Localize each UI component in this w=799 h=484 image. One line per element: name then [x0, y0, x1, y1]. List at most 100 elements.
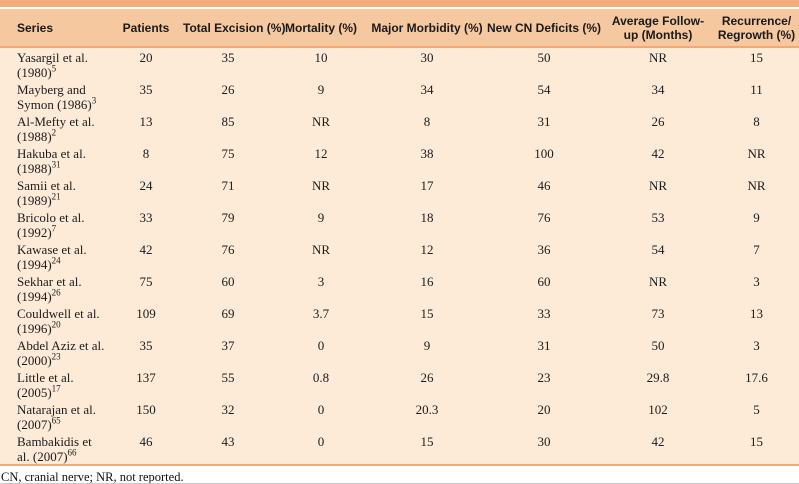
reference-superscript: 7 [51, 223, 57, 234]
cell-avg-followup: 29.8 [602, 368, 714, 400]
cell-total-excision: 69 [182, 304, 274, 336]
cell-recurrence-regrowth: NR [714, 176, 799, 208]
cell-new-cn-deficits: 100 [486, 144, 602, 176]
table-row: Kawase et al. (1994)24 42 76 NR 12 36 54 7 [0, 240, 799, 272]
reference-superscript: 66 [67, 447, 77, 458]
cell-patients: 35 [110, 80, 182, 112]
table-footnote: CN, cranial nerve; NR, not reported. [1, 470, 184, 484]
cell-major-morbidity: 15 [368, 304, 486, 336]
cell-recurrence-regrowth: 17.6 [714, 368, 799, 400]
cell-new-cn-deficits: 36 [486, 240, 602, 272]
column-header-mortality: Mortality (%) [274, 9, 368, 48]
column-header-total-excision: Total Excision (%) [182, 9, 285, 48]
cell-major-morbidity: 12 [368, 240, 486, 272]
column-header-avg-followup: Average Follow-up (Months) [602, 9, 714, 48]
cell-patients: 42 [110, 240, 182, 272]
cell-new-cn-deficits: 33 [486, 304, 602, 336]
reference-superscript: 3 [91, 95, 97, 106]
cell-recurrence-regrowth: 9 [714, 208, 799, 240]
cell-mortality: 3 [274, 272, 368, 304]
cell-recurrence-regrowth: 3 [714, 272, 799, 304]
cell-major-morbidity: 26 [368, 368, 486, 400]
cell-major-morbidity: 17 [368, 176, 486, 208]
cell-series: Hakuba et al. (1988)31 [0, 144, 110, 176]
cell-patients: 109 [110, 304, 182, 336]
table-row: Little et al. (2005)17 137 55 0.8 26 23 29.8 17… [0, 368, 799, 400]
cell-new-cn-deficits: 76 [486, 208, 602, 240]
cell-total-excision: 55 [182, 368, 274, 400]
table-row: Mayberg and Symon (1986)3 35 26 9 34 54 34 11 [0, 80, 799, 112]
cell-avg-followup: 54 [602, 240, 714, 272]
cell-avg-followup: 42 [602, 432, 714, 466]
cell-patients: 35 [110, 336, 182, 368]
column-header-patients: Patients [110, 9, 182, 48]
cell-series: Bricolo et al. (1992)7 [0, 208, 110, 240]
cell-patients: 13 [110, 112, 182, 144]
series-outcomes-table: Series Patients Total Excision (%) Mortalit… [0, 9, 799, 466]
cell-patients: 46 [110, 432, 182, 466]
cell-total-excision: 85 [182, 112, 274, 144]
cell-avg-followup: 26 [602, 112, 714, 144]
cell-avg-followup: 53 [602, 208, 714, 240]
table-row: Abdel Aziz et al. (2000)23 35 37 0 9 31 50 3 [0, 336, 799, 368]
column-header-series: Series [0, 9, 110, 48]
cell-mortality: NR [274, 176, 368, 208]
table-row: Yasargil et al. (1980)5 20 35 10 30 50 NR 15 [0, 47, 799, 80]
cell-total-excision: 79 [182, 208, 274, 240]
cell-new-cn-deficits: 31 [486, 336, 602, 368]
reference-superscript: 31 [51, 159, 61, 170]
cell-new-cn-deficits: 31 [486, 112, 602, 144]
cell-recurrence-regrowth: 15 [714, 47, 799, 80]
cell-major-morbidity: 30 [368, 47, 486, 80]
table-row: Sekhar et al. (1994)26 75 60 3 16 60 NR 3 [0, 272, 799, 304]
cell-total-excision: 32 [182, 400, 274, 432]
cell-recurrence-regrowth: NR [714, 144, 799, 176]
cell-total-excision: 71 [182, 176, 274, 208]
table-row: Bambakidis et al. (2007)66 46 43 0 15 30 42 15 [0, 432, 799, 466]
reference-superscript: 20 [51, 319, 61, 330]
cell-total-excision: 43 [182, 432, 274, 466]
cell-new-cn-deficits: 60 [486, 272, 602, 304]
cell-recurrence-regrowth: 8 [714, 112, 799, 144]
cell-major-morbidity: 38 [368, 144, 486, 176]
cell-mortality: 0 [274, 432, 368, 466]
cell-patients: 150 [110, 400, 182, 432]
reference-superscript: 26 [51, 287, 61, 298]
cell-mortality: 0 [274, 336, 368, 368]
column-header-new-cn-deficits: New CN Deficits (%) [486, 9, 602, 48]
cell-mortality: 10 [274, 47, 368, 80]
reference-superscript: 17 [51, 383, 61, 394]
cell-patients: 20 [110, 47, 182, 80]
cell-series: Al-Mefty et al. (1988)2 [0, 112, 110, 144]
cell-mortality: NR [274, 112, 368, 144]
header-row: Series Patients Total Excision (%) Mortalit… [0, 9, 799, 48]
cell-major-morbidity: 8 [368, 112, 486, 144]
table-row: Hakuba et al. (1988)31 8 75 12 38 100 42 NR [0, 144, 799, 176]
reference-superscript: 2 [51, 127, 57, 138]
table-body: Yasargil et al. (1980)5 20 35 10 30 50 NR 15 May… [0, 47, 799, 466]
cell-patients: 33 [110, 208, 182, 240]
reference-superscript: 23 [51, 351, 61, 362]
cell-major-morbidity: 18 [368, 208, 486, 240]
cell-series: Mayberg and Symon (1986)3 [0, 80, 110, 112]
cell-recurrence-regrowth: 11 [714, 80, 799, 112]
cell-mortality: NR [274, 240, 368, 272]
cell-avg-followup: 73 [602, 304, 714, 336]
reference-superscript: 21 [51, 191, 61, 202]
cell-major-morbidity: 9 [368, 336, 486, 368]
cell-new-cn-deficits: 23 [486, 368, 602, 400]
table-row: Natarajan et al. (2007)65 150 32 0 20.3 20 102… [0, 400, 799, 432]
cell-total-excision: 76 [182, 240, 274, 272]
cell-recurrence-regrowth: 5 [714, 400, 799, 432]
cell-series: Couldwell et al. (1996)20 [0, 304, 110, 336]
reference-superscript: 5 [51, 63, 57, 74]
cell-avg-followup: 102 [602, 400, 714, 432]
cell-series: Samii et al. (1989)21 [0, 176, 110, 208]
table-row: Couldwell et al. (1996)20 109 69 3.7 15 33 73 1… [0, 304, 799, 336]
cell-patients: 137 [110, 368, 182, 400]
cell-mortality: 0.8 [274, 368, 368, 400]
cell-total-excision: 75 [182, 144, 274, 176]
reference-superscript: 24 [51, 255, 61, 266]
table-row: Samii et al. (1989)21 24 71 NR 17 46 NR NR [0, 176, 799, 208]
cell-avg-followup: 42 [602, 144, 714, 176]
